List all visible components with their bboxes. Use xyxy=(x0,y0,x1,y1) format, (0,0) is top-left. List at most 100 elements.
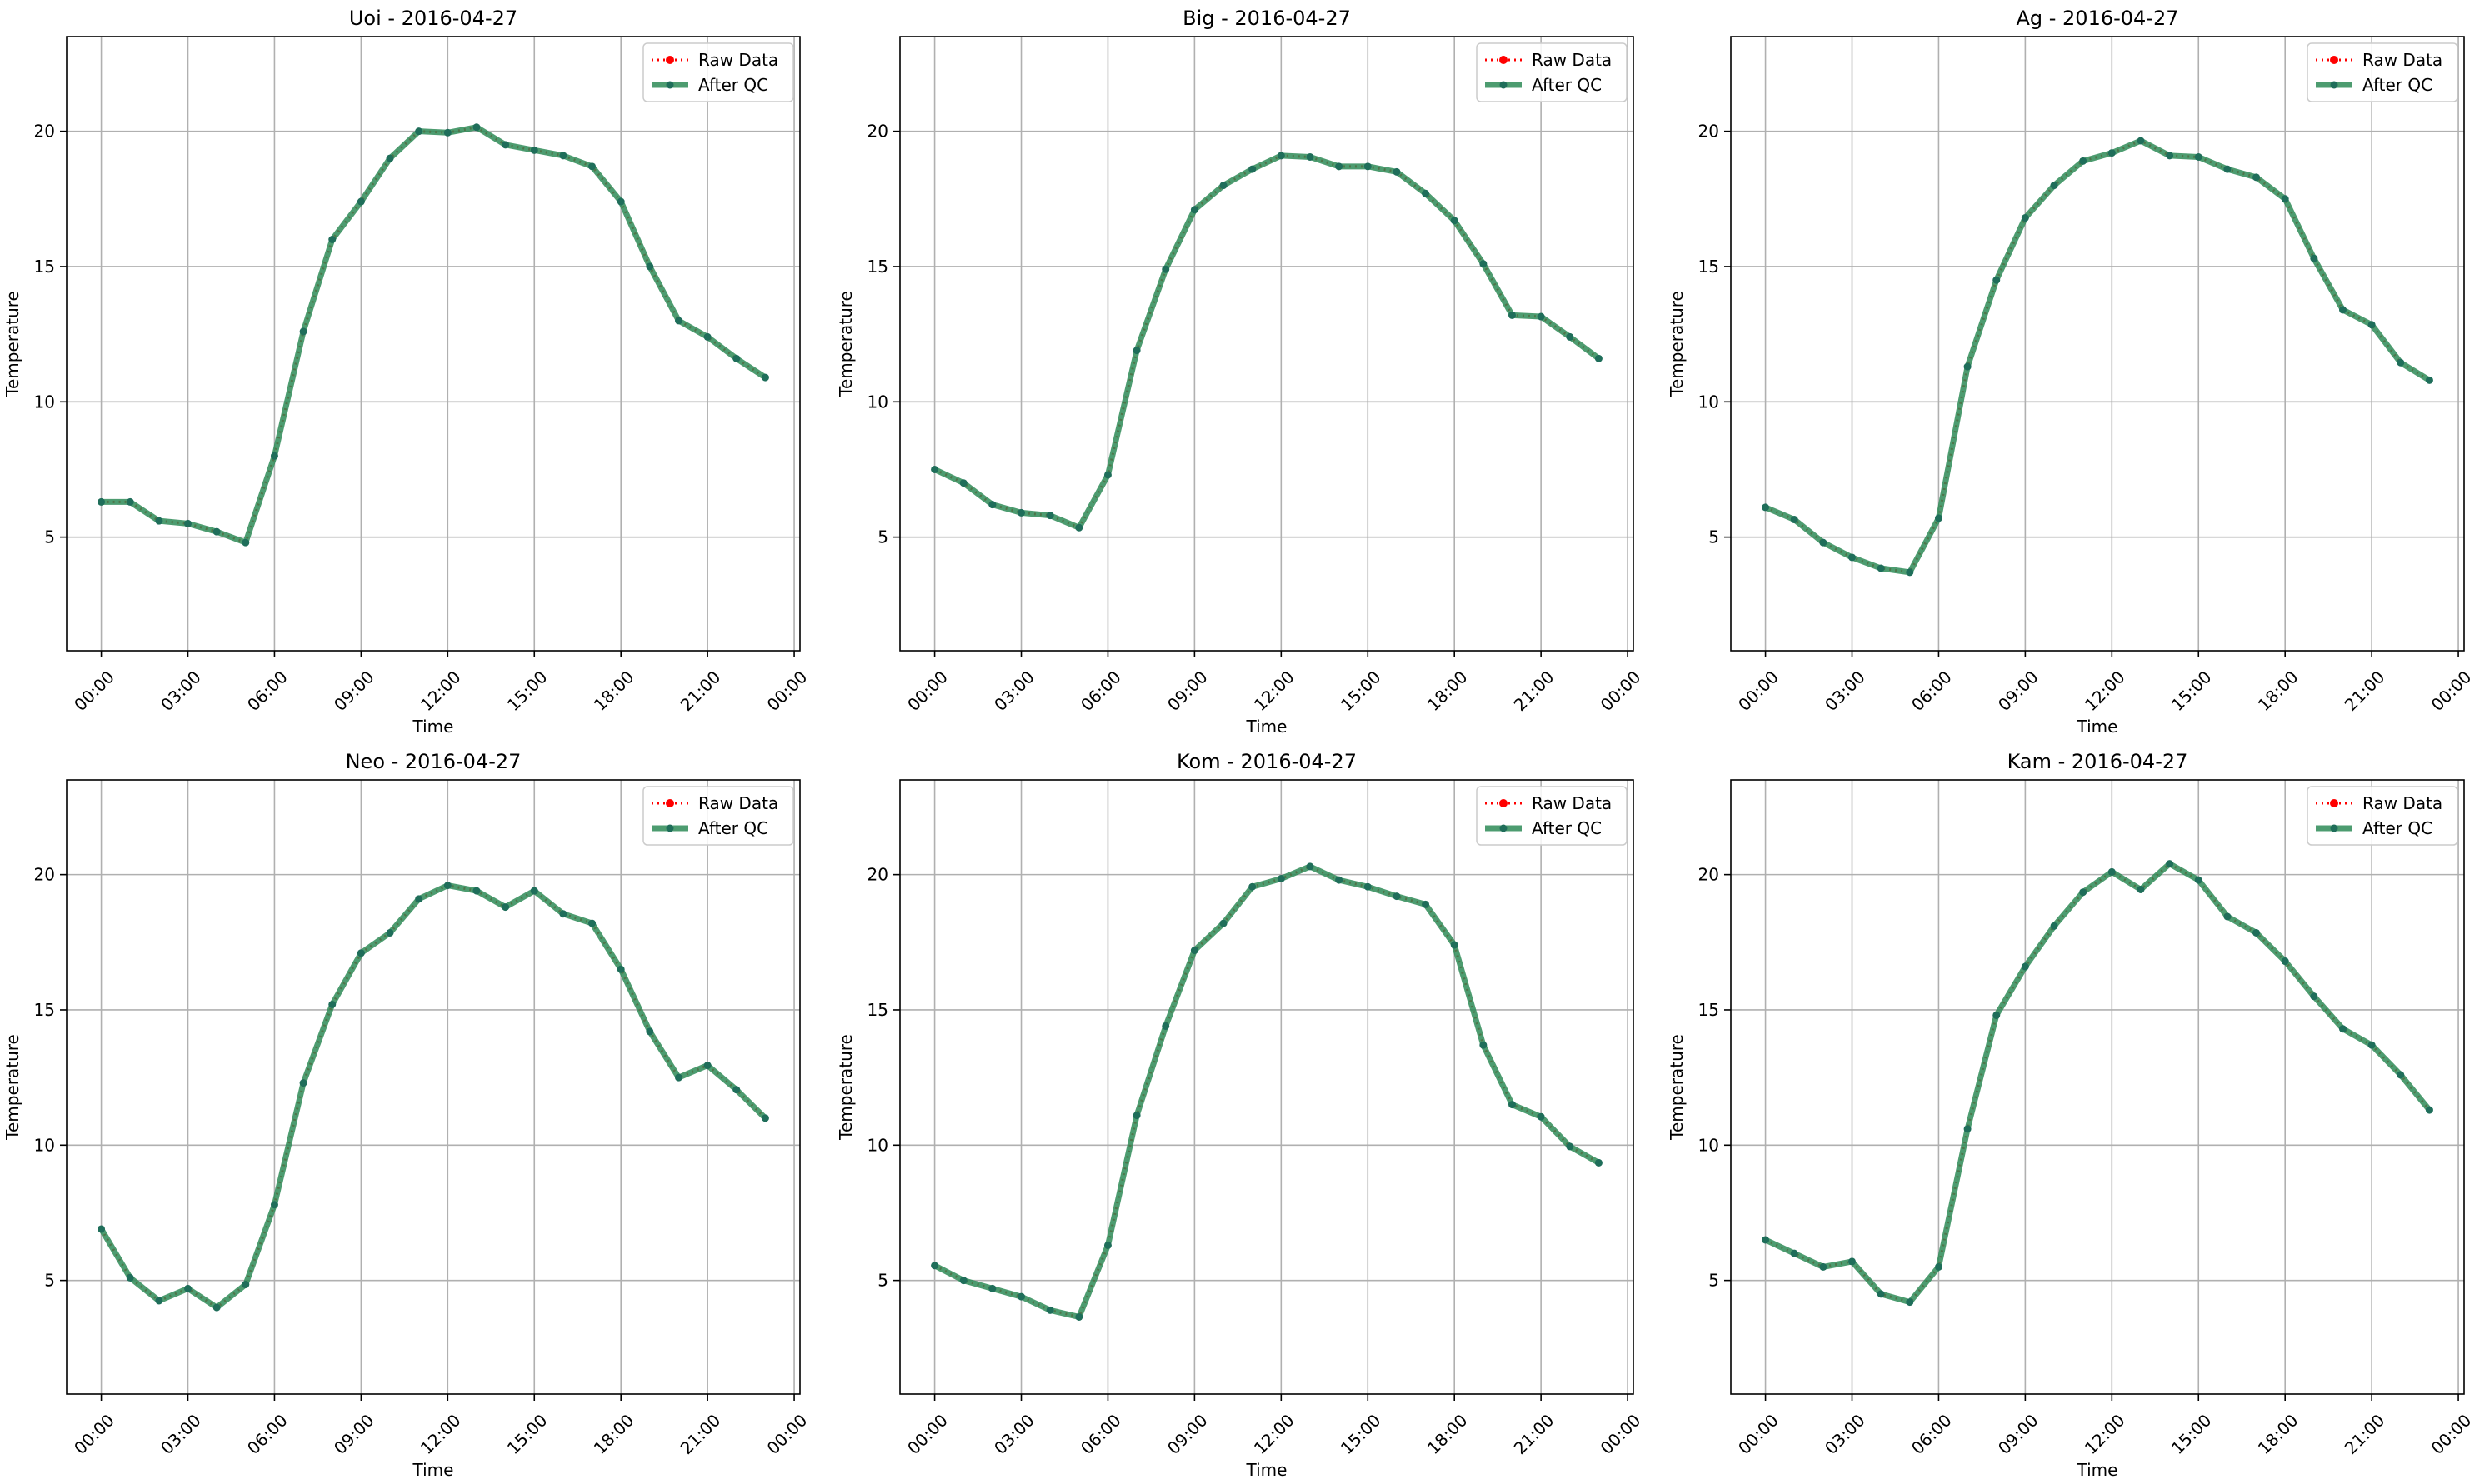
qc-data-point xyxy=(1992,276,2001,284)
qc-data-point xyxy=(1537,312,1545,321)
legend-qc-label: After QC xyxy=(698,75,768,95)
x-tick-label: 00:00 xyxy=(70,667,118,715)
x-tick-label: 06:00 xyxy=(243,1410,292,1458)
y-axis-label: Temperature xyxy=(2,291,22,397)
qc-data-point xyxy=(2397,1071,2405,1079)
legend-qc-marker xyxy=(666,81,674,89)
qc-data-point xyxy=(1103,471,1112,479)
qc-data-point xyxy=(98,497,106,506)
x-tick-label: 12:00 xyxy=(2081,1410,2129,1458)
y-tick-label: 20 xyxy=(1698,122,1719,142)
x-tick-label: 03:00 xyxy=(1821,1410,1869,1458)
qc-data-point xyxy=(2425,1106,2433,1114)
chart-title: Kom - 2016-04-27 xyxy=(1177,750,1357,773)
chart-title: Kam - 2016-04-27 xyxy=(2008,750,2188,773)
qc-data-point xyxy=(1508,311,1516,319)
legend-qc-marker xyxy=(1499,824,1508,832)
x-tick-label: 09:00 xyxy=(330,1410,378,1458)
chart-panel-3: 00:00 03:00 06:00 09:00 12:00 15:00 18:00 21:00… xyxy=(1667,7,2475,737)
qc-data-point xyxy=(1594,1158,1602,1167)
qc-data-point xyxy=(732,354,741,362)
x-tick-label: 00:00 xyxy=(2428,1410,2476,1458)
x-tick-label: 00:00 xyxy=(763,667,812,715)
qc-data-point xyxy=(2050,182,2058,190)
series-raw-line xyxy=(101,126,767,545)
qc-data-point xyxy=(2137,137,2145,145)
y-axis-label: Temperature xyxy=(1667,291,1687,397)
qc-data-point xyxy=(2338,1025,2347,1033)
qc-data-point xyxy=(126,497,134,506)
qc-data-point xyxy=(184,519,192,527)
qc-data-point xyxy=(674,317,682,325)
x-tick-label: 09:00 xyxy=(1994,1410,2042,1458)
x-tick-label: 12:00 xyxy=(417,1410,465,1458)
qc-data-point xyxy=(1190,947,1198,955)
qc-data-point xyxy=(1450,941,1458,949)
qc-data-point xyxy=(1363,882,1372,891)
qc-data-point xyxy=(2108,867,2116,876)
series-raw-line xyxy=(100,884,767,1309)
y-tick-label: 15 xyxy=(1698,1000,1719,1020)
qc-data-point xyxy=(2368,1041,2376,1049)
qc-data-point xyxy=(588,919,597,927)
legend-qc-label: After QC xyxy=(698,818,768,838)
qc-data-point xyxy=(328,1000,337,1008)
qc-data-point xyxy=(1392,167,1401,176)
x-axis-label: Time xyxy=(2077,717,2118,737)
x-tick-label: 15:00 xyxy=(1337,667,1385,715)
qc-data-point xyxy=(1075,1312,1083,1321)
qc-data-point xyxy=(1422,900,1430,908)
qc-data-point xyxy=(1762,503,1770,512)
qc-data-point xyxy=(1277,152,1285,160)
qc-data-point xyxy=(761,1114,769,1122)
x-tick-label: 18:00 xyxy=(590,667,638,715)
y-tick-label: 20 xyxy=(34,122,55,142)
qc-data-point xyxy=(126,1273,134,1282)
qc-data-point xyxy=(1848,1257,1857,1266)
qc-data-point xyxy=(242,1281,250,1289)
qc-data-point xyxy=(1508,1101,1516,1109)
qc-data-point xyxy=(2050,922,2058,930)
qc-data-point xyxy=(415,895,423,903)
x-tick-label: 00:00 xyxy=(1597,1410,1645,1458)
qc-data-point xyxy=(1075,523,1083,532)
x-axis-label: Time xyxy=(2077,1460,2118,1480)
qc-data-point xyxy=(1992,1011,2001,1019)
qc-data-point xyxy=(2338,306,2347,314)
y-axis-label: Temperature xyxy=(836,1034,856,1141)
x-tick-label: 21:00 xyxy=(2341,667,2389,715)
qc-data-point xyxy=(703,1062,712,1070)
qc-data-point xyxy=(328,236,337,244)
y-tick-label: 15 xyxy=(1698,257,1719,277)
series-raw-line xyxy=(1764,862,2431,1304)
qc-data-point xyxy=(2166,860,2174,868)
legend-qc-marker xyxy=(1499,81,1508,89)
qc-data-point xyxy=(1537,1112,1545,1121)
qc-data-point xyxy=(1335,876,1343,884)
qc-data-point xyxy=(988,1284,997,1292)
legend-raw-marker xyxy=(666,56,674,64)
x-tick-label: 15:00 xyxy=(503,1410,552,1458)
y-tick-label: 10 xyxy=(1698,392,1719,412)
x-tick-label: 18:00 xyxy=(590,1410,638,1458)
x-tick-label: 06:00 xyxy=(1908,667,1956,715)
qc-data-point xyxy=(1963,362,1972,371)
qc-data-point xyxy=(2223,912,2232,921)
qc-data-point xyxy=(1934,1262,1942,1271)
qc-data-point xyxy=(2223,165,2232,173)
qc-data-point xyxy=(617,965,625,973)
series-raw-line xyxy=(1764,139,2431,574)
qc-data-point xyxy=(761,373,769,382)
series-qc-line xyxy=(932,152,1602,531)
x-tick-label: 12:00 xyxy=(417,667,465,715)
x-tick-label: 00:00 xyxy=(763,1410,812,1458)
qc-data-point xyxy=(646,1027,654,1036)
chart-title: Big - 2016-04-27 xyxy=(1182,7,1351,30)
legend-raw-marker xyxy=(2330,799,2338,807)
legend-qc-marker xyxy=(2330,824,2338,832)
qc-data-point xyxy=(1306,152,1314,161)
x-tick-label: 12:00 xyxy=(1250,1410,1298,1458)
series-raw-line xyxy=(933,154,1600,530)
